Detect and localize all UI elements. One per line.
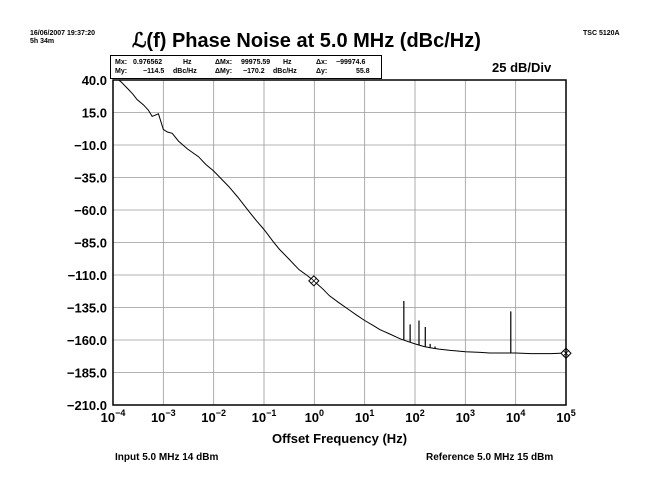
dmx-unit: Hz — [283, 59, 292, 66]
timestamp-elapsed: 5h 34m — [30, 38, 55, 45]
x-tick-label: 101 — [355, 408, 374, 425]
y-tick-label: −35.0 — [74, 171, 107, 186]
dmy-value: −170.2 — [243, 68, 265, 75]
my-label: My: — [115, 68, 128, 75]
mx-label: Mx: — [115, 59, 128, 66]
series-line — [118, 79, 567, 355]
marker-readout-box: Mx: 0.976562 Hz My: −114.5 dBc/Hz ΔMx: 9… — [110, 55, 382, 79]
x-tick-label: 104 — [506, 408, 525, 425]
x-tick-label: 10−2 — [201, 408, 226, 425]
y-tick-label: −135.0 — [67, 301, 107, 316]
dy-label: Δy: — [316, 68, 328, 75]
dmx-label: ΔMx: — [215, 59, 233, 66]
scale-label: 25 dB/Div — [492, 60, 552, 75]
y-tick-label: −85.0 — [74, 236, 107, 251]
dx-label: Δx: — [316, 59, 328, 66]
chart-title: ℒ(f) Phase Noise at 5.0 MHz (dBc/Hz) — [132, 30, 481, 52]
x-tick-label: 100 — [305, 408, 324, 425]
y-tick-label: 40.0 — [82, 73, 107, 88]
y-tick-label: −185.0 — [67, 366, 107, 381]
dmy-label: ΔMy: — [215, 68, 233, 75]
x-tick-label: 102 — [405, 408, 424, 425]
y-tick-label: 15.0 — [82, 106, 107, 121]
x-tick-label: 10−4 — [101, 408, 126, 425]
x-axis-ticks: 10−4 10−3 10−2 10−1 100 101 102 103 104 105 — [101, 408, 576, 425]
timestamp-date: 16/06/2007 19:37:20 — [30, 30, 95, 37]
x-tick-label: 10−3 — [151, 408, 176, 425]
input-info: Input 5.0 MHz 14 dBm — [115, 452, 219, 463]
chart-grid — [112, 79, 567, 406]
marker-symbols — [308, 275, 572, 359]
x-tick-label: 103 — [456, 408, 475, 425]
spur-lines — [403, 301, 512, 353]
mx-unit: Hz — [183, 59, 192, 66]
reference-info: Reference 5.0 MHz 15 dBm — [426, 452, 554, 463]
x-tick-label: 10−1 — [252, 408, 277, 425]
y-tick-label: −110.0 — [68, 268, 107, 283]
my-value: −114.5 — [143, 68, 165, 75]
dy-value: 55.8 — [356, 68, 370, 75]
marker-diamond — [308, 275, 320, 287]
series-curve — [118, 79, 567, 355]
y-tick-label: −160.0 — [67, 333, 107, 348]
dmy-unit: dBc/Hz — [273, 68, 297, 75]
y-tick-label: −60.0 — [74, 203, 107, 218]
x-axis-label: Offset Frequency (Hz) — [272, 431, 407, 446]
my-unit: dBc/Hz — [173, 68, 197, 75]
y-tick-label: −210.0 — [67, 398, 107, 413]
x-tick-label: 105 — [556, 408, 575, 425]
dmx-value: 99975.59 — [241, 59, 271, 66]
instrument-model: TSC 5120A — [583, 30, 620, 37]
dx-value: −99974.6 — [336, 59, 366, 66]
y-tick-label: −10.0 — [74, 138, 107, 153]
plot-frame — [112, 79, 567, 406]
y-axis-ticks: 40.0 15.0 −10.0 −35.0 −60.0 −85.0 −110.0 −135.0… — [67, 73, 107, 413]
timestamp: 16/06/2007 19:37:20 5h 34m — [30, 30, 95, 46]
mx-value: 0.976562 — [133, 59, 163, 66]
